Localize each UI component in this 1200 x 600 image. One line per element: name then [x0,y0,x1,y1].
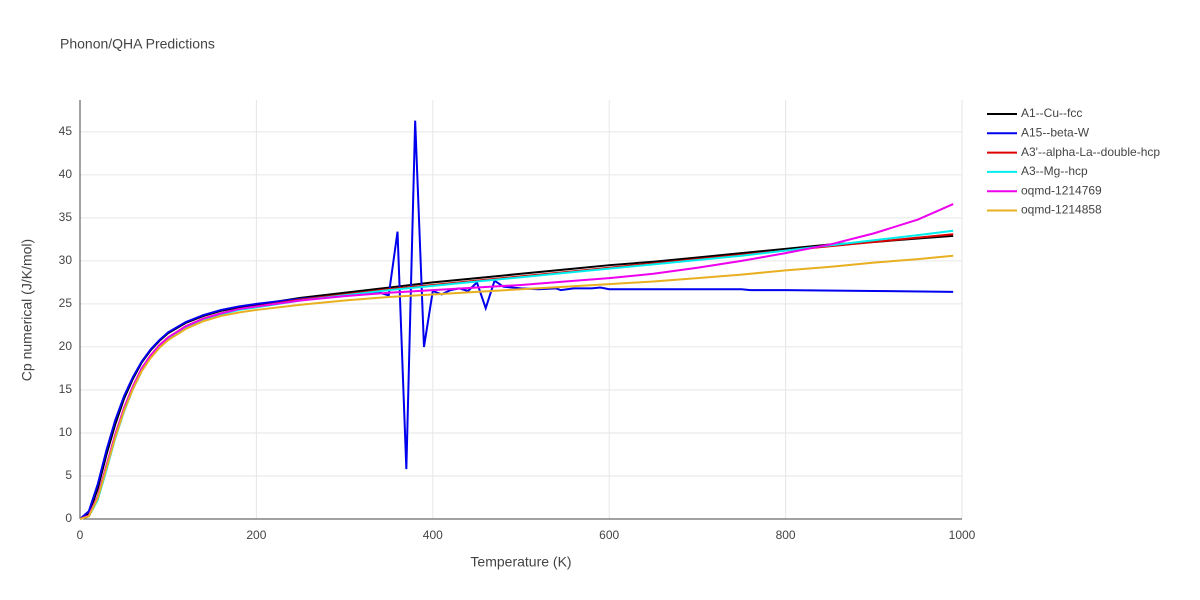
chart-title: Phonon/QHA Predictions [60,36,215,52]
x-tick-label: 200 [246,528,266,542]
x-tick-label: 1000 [949,528,976,542]
series-line [79,203,954,520]
x-tick-label: 400 [423,528,443,542]
y-tick-label: 20 [59,339,73,353]
y-tick-label: 5 [65,468,72,482]
legend-label: oqmd-1214769 [1021,183,1102,197]
legend-label: A1--Cu--fcc [1021,106,1082,120]
legend-label: A3--Mg--hcp [1021,164,1088,178]
y-tick-label: 35 [59,210,73,224]
y-tick-label: 10 [59,425,73,439]
x-tick-label: 0 [77,528,84,542]
y-tick-label: 40 [59,167,73,181]
y-axis-label: Cp numerical (J/K/mol) [19,239,35,381]
y-tick-label: 25 [59,296,73,310]
legend-label: oqmd-1214858 [1021,203,1102,217]
y-tick-label: 30 [59,253,73,267]
series-line [79,120,954,520]
y-tick-label: 45 [59,124,73,138]
x-tick-label: 600 [599,528,619,542]
y-tick-label: 15 [59,382,73,396]
x-tick-label: 800 [776,528,796,542]
y-tick-label: 0 [65,511,72,525]
legend-label: A3'--alpha-La--double-hcp [1021,145,1160,159]
x-axis-label: Temperature (K) [470,554,571,570]
legend-label: A15--beta-W [1021,125,1090,139]
series-line [79,254,954,520]
